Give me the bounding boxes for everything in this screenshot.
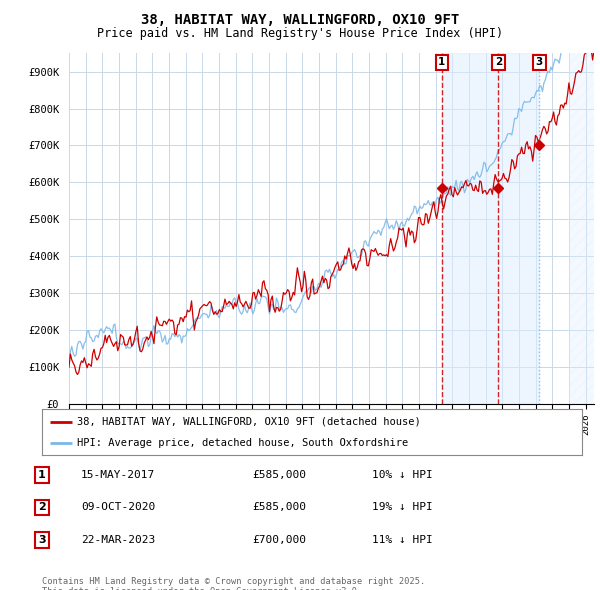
Text: 1: 1 (438, 57, 445, 67)
Text: 10% ↓ HPI: 10% ↓ HPI (372, 470, 433, 480)
Text: 2: 2 (495, 57, 502, 67)
Text: HPI: Average price, detached house, South Oxfordshire: HPI: Average price, detached house, Sout… (77, 438, 409, 448)
Text: Price paid vs. HM Land Registry's House Price Index (HPI): Price paid vs. HM Land Registry's House … (97, 27, 503, 40)
Text: £585,000: £585,000 (252, 470, 306, 480)
Text: £700,000: £700,000 (252, 535, 306, 545)
Text: 09-OCT-2020: 09-OCT-2020 (81, 503, 155, 512)
Text: 22-MAR-2023: 22-MAR-2023 (81, 535, 155, 545)
Text: Contains HM Land Registry data © Crown copyright and database right 2025.
This d: Contains HM Land Registry data © Crown c… (42, 577, 425, 590)
Text: 3: 3 (38, 535, 46, 545)
Text: 1: 1 (38, 470, 46, 480)
Text: 38, HABITAT WAY, WALLINGFORD, OX10 9FT: 38, HABITAT WAY, WALLINGFORD, OX10 9FT (141, 13, 459, 27)
Text: 11% ↓ HPI: 11% ↓ HPI (372, 535, 433, 545)
Text: 38, HABITAT WAY, WALLINGFORD, OX10 9FT (detached house): 38, HABITAT WAY, WALLINGFORD, OX10 9FT (… (77, 417, 421, 427)
Text: 19% ↓ HPI: 19% ↓ HPI (372, 503, 433, 512)
Text: £585,000: £585,000 (252, 503, 306, 512)
Text: 15-MAY-2017: 15-MAY-2017 (81, 470, 155, 480)
Text: 2: 2 (38, 503, 46, 512)
Bar (442, 53, 539, 404)
Bar (569, 53, 594, 404)
Text: 3: 3 (536, 57, 543, 67)
